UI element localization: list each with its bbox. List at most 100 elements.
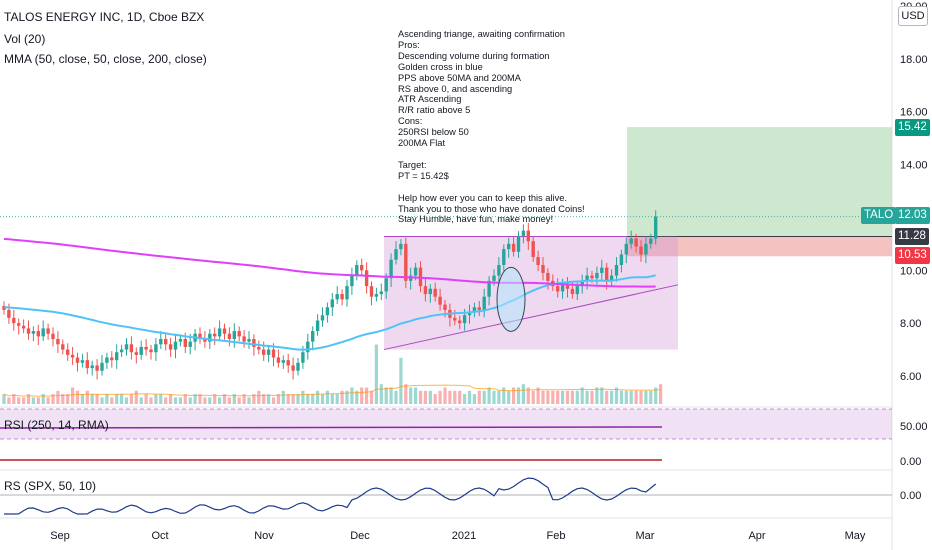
candle-body xyxy=(134,352,138,355)
volume-bar xyxy=(482,390,486,404)
price-axis-label: 8.00 xyxy=(900,318,921,330)
volume-bar xyxy=(433,394,437,404)
volume-bar xyxy=(124,397,129,404)
candle-body xyxy=(497,265,501,276)
volume-bar xyxy=(507,390,511,404)
candle-body xyxy=(482,296,486,310)
volume-bar xyxy=(61,394,65,404)
candle-body xyxy=(654,216,658,239)
entry-price-tag: 11.28 xyxy=(895,228,929,245)
note-line xyxy=(398,149,585,160)
candle-body xyxy=(301,352,305,363)
volume-bar xyxy=(80,394,84,404)
volume-bar xyxy=(213,394,217,404)
candle-body xyxy=(168,344,173,350)
candle-body xyxy=(51,333,55,339)
volume-bar xyxy=(516,387,521,404)
candle-body xyxy=(487,280,491,297)
rsi-axis-label: 0.00 xyxy=(900,456,921,468)
candle-body xyxy=(149,349,153,353)
ticker-tag: TALO xyxy=(861,207,897,224)
volume-bar xyxy=(154,394,158,404)
rsi-line xyxy=(0,426,663,429)
volume-bar xyxy=(345,390,349,404)
volume-bar xyxy=(164,397,168,404)
volume-bar xyxy=(267,394,271,404)
volume-bar xyxy=(134,390,138,404)
candle-body xyxy=(384,278,388,292)
volume-bar xyxy=(115,394,119,404)
volume-bar xyxy=(629,390,633,404)
volume-bar xyxy=(232,394,236,404)
volume-bar xyxy=(458,390,462,404)
volume-bar xyxy=(316,390,320,404)
volume-bar xyxy=(193,394,197,404)
volume-bar xyxy=(306,394,310,404)
currency-button[interactable]: USD xyxy=(898,6,928,26)
candle-body xyxy=(413,267,418,276)
volume-bar xyxy=(428,390,432,404)
volume-bar xyxy=(188,397,192,404)
volume-bar xyxy=(634,390,638,404)
candle-body xyxy=(453,317,457,321)
volume-bar xyxy=(85,390,89,404)
volume-bar xyxy=(46,397,50,404)
note-line: R/R ratio above 5 xyxy=(398,105,471,116)
volume-bar xyxy=(291,394,295,404)
volume-bar xyxy=(570,390,574,404)
candle-body xyxy=(340,294,344,300)
volume-bar xyxy=(379,384,383,404)
candle-body xyxy=(183,339,187,347)
volume-bar xyxy=(120,394,124,404)
candle-body xyxy=(644,243,648,255)
volume-bar xyxy=(541,390,545,404)
candle-body xyxy=(335,294,339,300)
volume-bar xyxy=(2,394,6,404)
volume-bar xyxy=(443,387,447,404)
candle-body xyxy=(129,344,134,353)
candle-body xyxy=(271,349,276,358)
volume-bar xyxy=(105,394,109,404)
volume-bar xyxy=(561,390,565,404)
candle-body xyxy=(350,275,354,287)
volume-bar xyxy=(36,397,40,404)
volume-bar xyxy=(350,387,354,404)
volume-bar xyxy=(399,357,403,404)
candle-body xyxy=(389,259,393,279)
volume-bar xyxy=(384,387,388,404)
candle-body xyxy=(360,265,364,271)
note-line: Pros: xyxy=(398,39,420,50)
volume-bar xyxy=(75,390,80,404)
volume-bar xyxy=(17,397,21,404)
price-axis-label: 6.00 xyxy=(900,371,921,383)
volume-bar xyxy=(320,394,325,404)
candle-body xyxy=(570,288,575,295)
candle-body xyxy=(502,249,506,265)
candle-body xyxy=(252,339,256,347)
volume-bar xyxy=(335,394,339,404)
candle-body xyxy=(467,312,472,316)
symbol-legend: TALOS ENERGY INC, 1D, Cboe BZX xyxy=(4,10,205,24)
time-axis-label: Oct xyxy=(151,530,168,542)
candle-body xyxy=(257,346,261,350)
volume-bar xyxy=(389,387,393,404)
note-line: Target: xyxy=(398,159,427,170)
time-axis-label: Feb xyxy=(547,530,566,542)
note-line: Descending volume during formation xyxy=(398,50,550,61)
volume-bar xyxy=(12,394,16,404)
last-price-tag: 12.03 xyxy=(895,207,930,224)
note-line: Golden cross in blue xyxy=(398,61,483,72)
rs-axis-label: 0.00 xyxy=(900,490,921,502)
ma-200-line xyxy=(3,237,656,288)
candle-body xyxy=(75,357,80,363)
candle-body xyxy=(222,328,227,334)
volume-bar xyxy=(218,397,222,404)
volume-bar xyxy=(619,390,623,404)
candle-body xyxy=(286,360,290,366)
candle-body xyxy=(12,317,16,324)
candle-body xyxy=(428,288,432,295)
rs-legend: RS (SPX, 50, 10) xyxy=(4,479,97,493)
candle-body xyxy=(634,238,638,247)
volume-bar xyxy=(355,390,359,404)
